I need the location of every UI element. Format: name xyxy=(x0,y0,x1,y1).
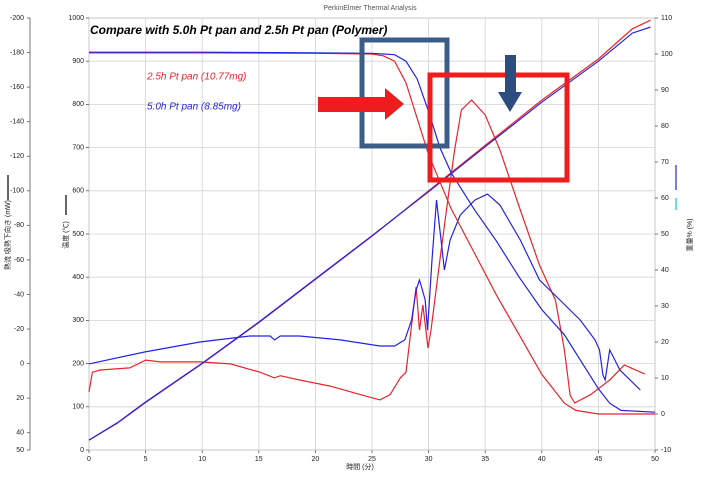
y-tick-label: -80 xyxy=(14,222,24,229)
y-tick-label: -120 xyxy=(10,153,24,160)
y-tick-label: -140 xyxy=(10,119,24,126)
y-tick-label: -20 xyxy=(14,326,24,333)
y-tick-label: 50 xyxy=(16,447,24,454)
y3-tick-label: 100 xyxy=(72,404,84,411)
y2-tick-label: 100 xyxy=(661,51,673,58)
y2-tick-label: 110 xyxy=(661,15,672,22)
y-axis-label: 熱流 吸熱下向き (mW) xyxy=(3,200,12,270)
series-line xyxy=(88,26,651,441)
highlight-box xyxy=(427,72,570,183)
series-line xyxy=(88,99,646,404)
series-line xyxy=(89,52,655,415)
y2-tick-label: 30 xyxy=(661,303,669,310)
y-tick-label: -40 xyxy=(14,291,24,298)
x-tick-label: 0 xyxy=(87,456,91,463)
x-tick-label: 35 xyxy=(481,456,489,463)
series-line xyxy=(89,51,656,413)
y3-tick-label: 1000 xyxy=(68,15,84,22)
arrow xyxy=(318,88,404,120)
x-tick-label: 30 xyxy=(425,456,433,463)
y2-tick-label: -10 xyxy=(661,447,671,454)
y3-tick-label: 500 xyxy=(72,231,84,238)
chart-title: PerkinElmer Thermal Analysis xyxy=(323,5,417,12)
y3-tick-label: 200 xyxy=(72,360,84,367)
y2-axis-label: 重量% (%) xyxy=(686,218,694,251)
y2-tick-label: 50 xyxy=(661,231,669,238)
y3-tick-label: 700 xyxy=(72,144,84,151)
annotation: Compare with 5.0h Pt pan and 2.5h Pt pan… xyxy=(90,23,387,37)
y3-tick-label: 0 xyxy=(80,447,84,454)
x-tick-label: 40 xyxy=(538,456,546,463)
x-tick-label: 10 xyxy=(198,456,206,463)
x-axis-label: 時間 (分) xyxy=(346,462,374,471)
y-tick-label: -100 xyxy=(10,188,24,195)
series-line xyxy=(88,193,641,391)
y3-tick-label: 400 xyxy=(72,274,84,281)
y3-tick-label: 300 xyxy=(72,317,84,324)
y-tick-label: 40 xyxy=(16,430,24,437)
y2-tick-label: 80 xyxy=(661,123,669,130)
y2-tick-label: 40 xyxy=(661,267,669,274)
y-tick-label: -160 xyxy=(10,84,24,91)
y-tick-label: -60 xyxy=(14,257,24,264)
x-tick-label: 20 xyxy=(312,456,320,463)
y3-tick-label: 800 xyxy=(72,101,84,108)
x-tick-label: 15 xyxy=(255,456,263,463)
y3-tick-label: 900 xyxy=(72,58,84,65)
y-tick-label: 0 xyxy=(20,360,24,367)
y2-tick-label: 90 xyxy=(661,87,669,94)
arrow xyxy=(498,55,522,112)
y-tick-label: -180 xyxy=(10,49,24,56)
x-tick-label: 5 xyxy=(144,456,148,463)
y2-tick-label: 60 xyxy=(661,195,669,202)
y-tick-label: -200 xyxy=(10,15,24,22)
annotation: 5.0h Pt pan (8.85mg) xyxy=(147,102,241,113)
y3-axis-label: 温度 (℃) xyxy=(61,221,70,249)
x-tick-label: 50 xyxy=(651,456,659,463)
y2-tick-label: 20 xyxy=(661,339,669,346)
x-tick-label: 25 xyxy=(368,456,376,463)
y2-tick-label: 0 xyxy=(661,411,665,418)
y-tick-label: 20 xyxy=(16,395,24,402)
highlight-box xyxy=(359,37,450,149)
y3-tick-label: 600 xyxy=(72,188,84,195)
y2-tick-label: 10 xyxy=(661,375,669,382)
annotation: 2.5h Pt pan (10.77mg) xyxy=(146,72,247,83)
x-tick-label: 45 xyxy=(595,456,603,463)
y2-tick-label: 70 xyxy=(661,159,669,166)
